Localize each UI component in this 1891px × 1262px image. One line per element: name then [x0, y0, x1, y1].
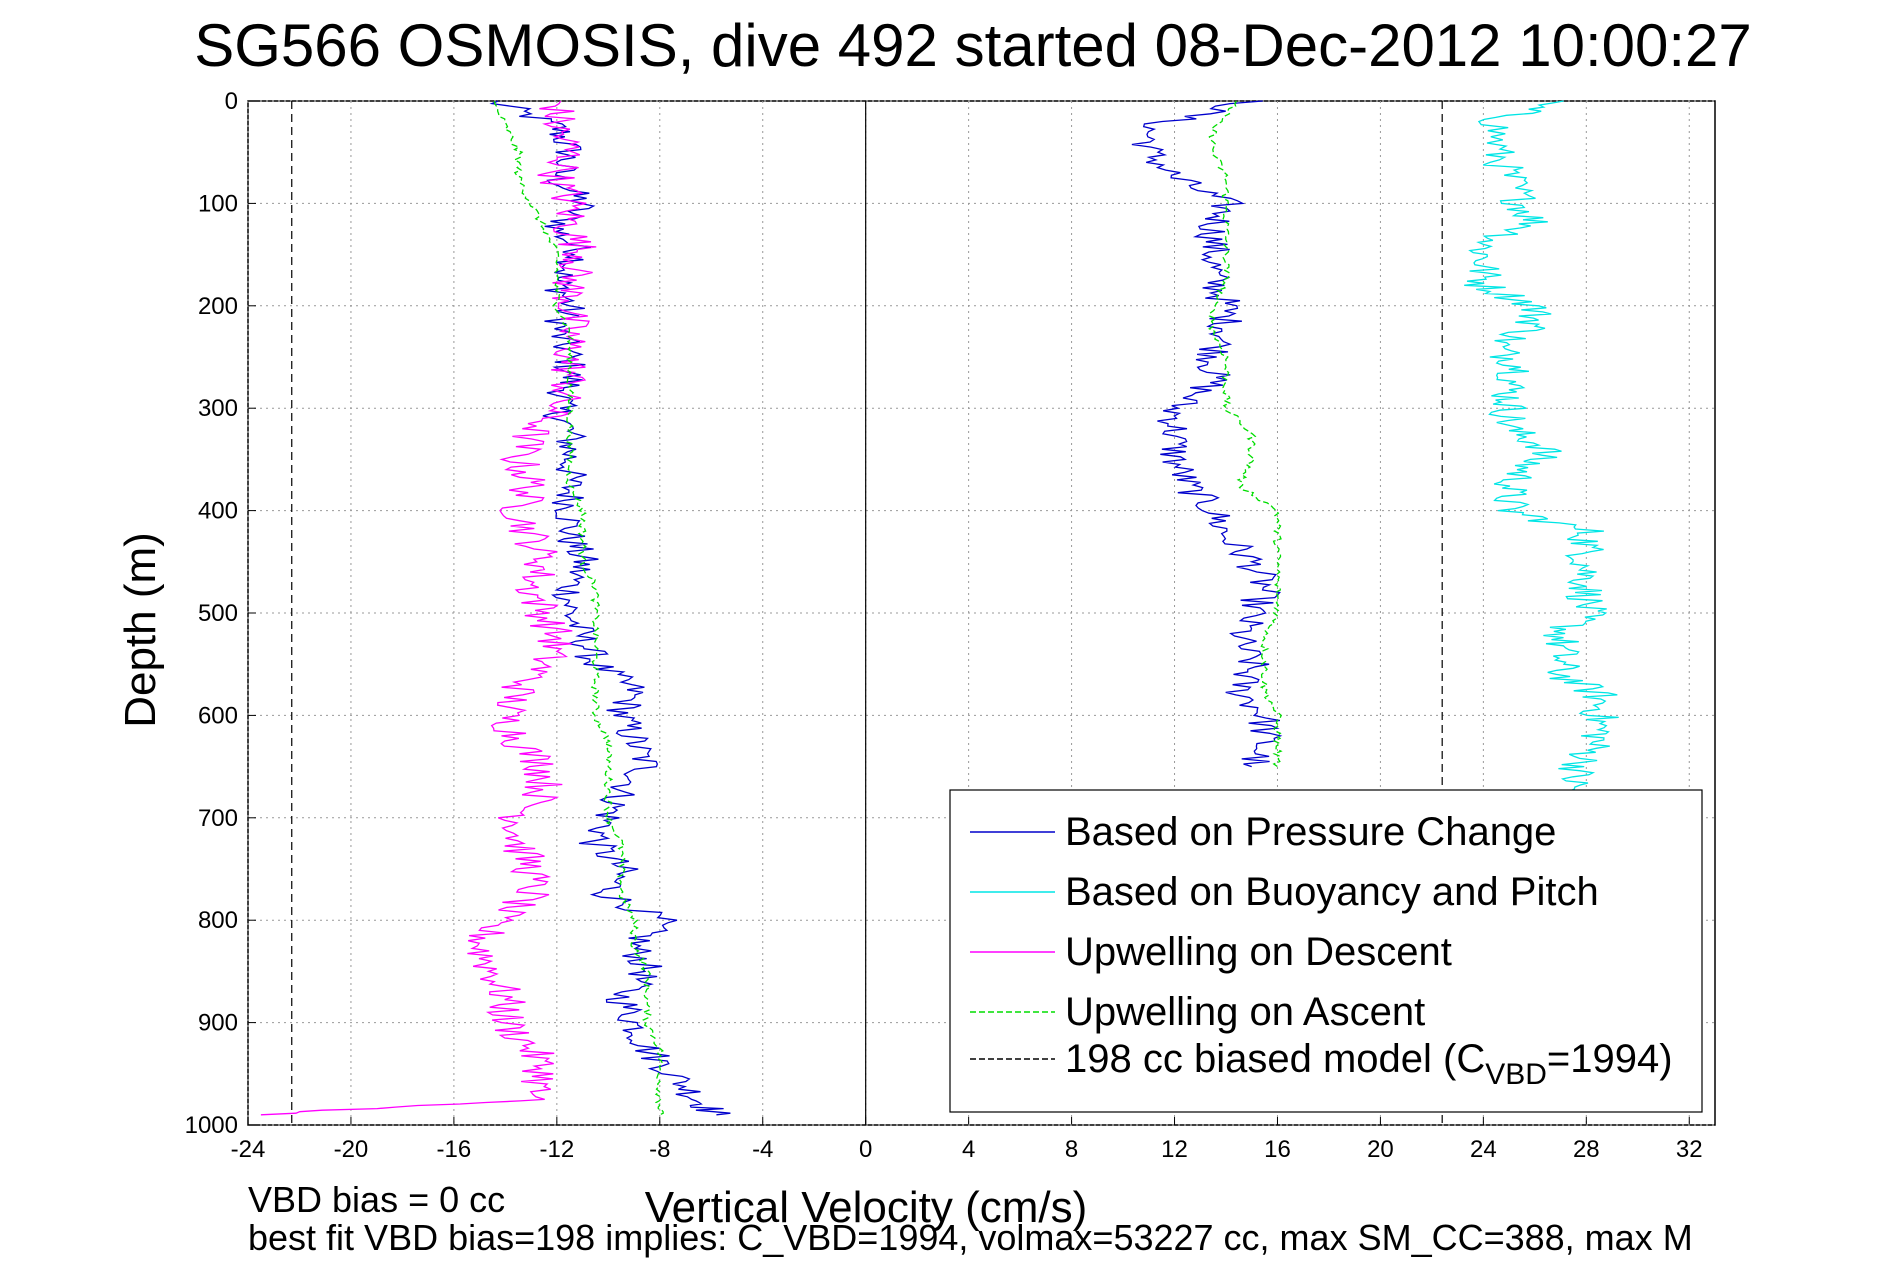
footer-line-1: VBD bias = 0 cc [248, 1179, 505, 1220]
x-tick-label: -20 [334, 1136, 369, 1163]
chart-title: SG566 OSMOSIS, dive 492 started 08-Dec-2… [194, 12, 1752, 79]
legend-label: 198 cc biased model (CVBD=1994) [1065, 1037, 1673, 1091]
x-tick-label: 16 [1264, 1136, 1291, 1163]
legend-box [949, 789, 1703, 1113]
x-tick-label: 32 [1676, 1136, 1703, 1163]
y-tick-label: 0 [225, 88, 238, 115]
y-tick-label: 700 [198, 805, 238, 832]
series-3-descent-line [493, 100, 664, 1116]
y-tick-label: 800 [198, 907, 238, 934]
x-tick-label: 8 [1065, 1136, 1078, 1163]
x-tick-label: 12 [1161, 1136, 1188, 1163]
y-tick-label: 200 [198, 293, 238, 320]
y-tick-label: 600 [198, 702, 238, 729]
x-tick-label: -8 [649, 1136, 670, 1163]
series-0-ascent-line [1131, 100, 1283, 768]
x-tick-label: -24 [231, 1136, 266, 1163]
series-0-descent-line [489, 100, 731, 1116]
tick-labels: -24 -20 -16 -12 -8 -4 0 4 8 12 16 20 24 28 32 0 100 200 30… [185, 88, 1703, 1163]
y-tick-label: 900 [198, 1010, 238, 1037]
x-tick-label: 28 [1573, 1136, 1600, 1163]
x-tick-label: 4 [962, 1136, 975, 1163]
y-axis-label: Depth (m) [116, 532, 165, 728]
y-tick-label: 1000 [185, 1112, 238, 1139]
x-tick-label: -16 [437, 1136, 472, 1163]
reference-lines [291, 101, 1443, 1125]
x-tick-label: 0 [859, 1136, 872, 1163]
series-1-line [1464, 100, 1619, 798]
y-tick-label: 500 [198, 600, 238, 627]
x-tick-label: -12 [539, 1136, 574, 1163]
x-tick-label: 24 [1470, 1136, 1497, 1163]
series-layer [260, 100, 1619, 1116]
legend-label: Based on Pressure Change [1065, 810, 1556, 854]
y-tick-label: 300 [198, 395, 238, 422]
x-tick-label: -4 [752, 1136, 773, 1163]
x-tick-label: 20 [1367, 1136, 1394, 1163]
footer-line-2: best fit VBD bias=198 implies: C_VBD=199… [248, 1217, 1693, 1258]
series-2-line [260, 100, 597, 1116]
y-tick-label: 400 [198, 498, 238, 525]
series-3-ascent-line [1208, 100, 1283, 768]
y-tick-label: 100 [198, 190, 238, 217]
x-axis-label: Vertical Velocity (cm/s) [645, 1183, 1088, 1232]
legend-label: Upwelling on Ascent [1065, 990, 1425, 1034]
legend-label: Upwelling on Descent [1065, 930, 1452, 974]
legend-label: Based on Buoyancy and Pitch [1065, 870, 1599, 914]
legend: Based on Pressure Change Based on Buoyanc… [949, 789, 1703, 1113]
